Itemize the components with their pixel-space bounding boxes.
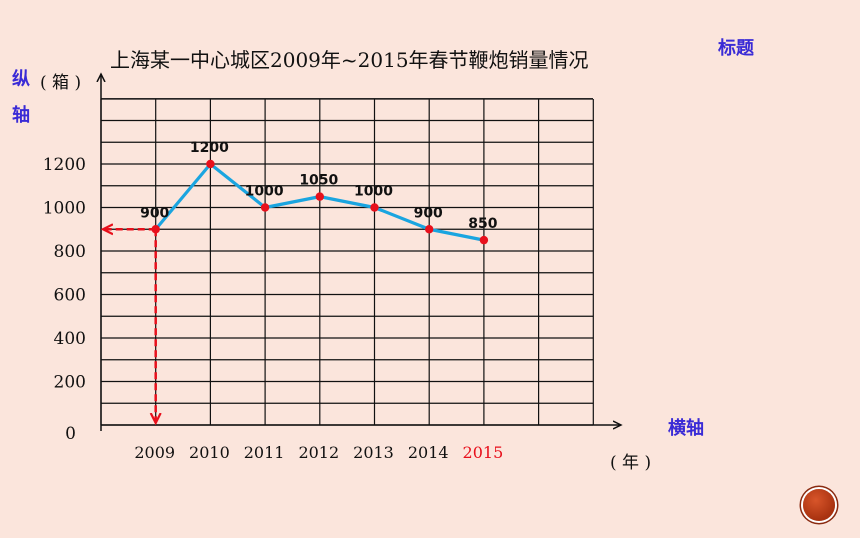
- title-tag-label: 标题: [718, 38, 754, 59]
- x-axis-tag-label: 横轴: [668, 418, 704, 439]
- y-tick-label: 1200: [43, 155, 86, 175]
- data-labels: 900 1200 1000 1050 1000 900 850: [140, 140, 498, 232]
- data-label: 850: [468, 216, 497, 232]
- x-tick-label: 2010: [189, 443, 230, 462]
- y-tick-label: 1000: [43, 199, 86, 219]
- data-label: 1000: [245, 184, 284, 200]
- x-tick-label: 2014: [408, 443, 449, 462]
- data-point: [425, 225, 434, 234]
- data-point: [260, 203, 270, 212]
- y-tick-labels: 0 200 400 600 800 1000 1200: [43, 155, 86, 444]
- y-tick-label: 400: [54, 329, 86, 349]
- data-label: 900: [140, 205, 169, 221]
- y-tick-label: 600: [54, 286, 86, 306]
- x-tick-label: 2009: [134, 443, 175, 462]
- data-label: 900: [414, 205, 443, 221]
- data-points: [151, 159, 489, 245]
- chart-title: 上海某一中心城区2009年~2015年春节鞭炮销量情况: [110, 48, 589, 72]
- x-tick-label: 2015: [463, 443, 504, 462]
- highlight-guides: [103, 229, 156, 423]
- data-point: [206, 159, 215, 169]
- data-point: [479, 235, 489, 245]
- chart-axes: [101, 74, 621, 431]
- x-tick-label: 2012: [298, 443, 339, 462]
- y-axis-unit-label: ( 箱 ): [40, 73, 82, 93]
- x-tick-label: 2011: [244, 443, 285, 462]
- x-tick-label: 2013: [353, 443, 394, 462]
- data-label: 1200: [190, 140, 229, 156]
- data-label: 1000: [354, 184, 393, 200]
- next-slide-button[interactable]: [803, 489, 835, 521]
- data-label: 1050: [299, 173, 338, 189]
- y-tick-label: 0: [65, 424, 76, 444]
- data-point: [370, 203, 379, 212]
- x-axis-unit-label: ( 年 ): [610, 453, 652, 473]
- x-tick-labels: 2009 2010 2011 2012 2013 2014 2015: [134, 443, 503, 462]
- data-point: [151, 225, 160, 234]
- chart-grid: [100, 98, 594, 426]
- data-point: [315, 192, 324, 201]
- y-tick-label: 200: [54, 373, 86, 393]
- y-axis-tag-label: 纵轴: [12, 69, 30, 126]
- y-tick-label: 800: [54, 242, 86, 262]
